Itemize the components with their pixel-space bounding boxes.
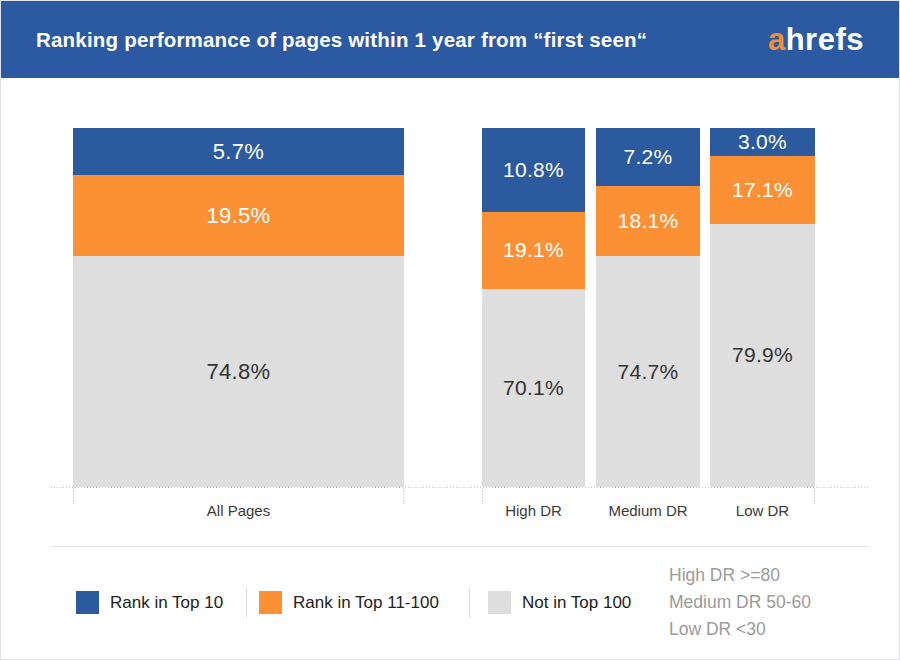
bar-all-pages: 5.7% 19.5% 74.8% (73, 128, 404, 487)
axis-tick (73, 488, 74, 505)
segment-rank-top11-100: 19.5% (73, 175, 404, 256)
category-label-low-dr: Low DR (736, 502, 789, 519)
note-line-high-dr: High DR >=80 (669, 562, 811, 589)
legend-item-rank-top10: Rank in Top 10 (76, 591, 223, 614)
segment-rank-top11-100: 18.1% (596, 186, 700, 256)
infographic-card: Ranking performance of pages within 1 ye… (0, 0, 900, 660)
bar-low-dr: 3.0% 17.1% 79.9% (710, 128, 815, 487)
segment-value-label: 17.1% (732, 178, 793, 202)
legend-swatch-gray (488, 591, 511, 614)
segment-value-label: 5.7% (213, 139, 264, 165)
segment-value-label: 79.9% (732, 343, 793, 367)
segment-value-label: 10.8% (503, 158, 564, 182)
note-line-medium-dr: Medium DR 50-60 (669, 589, 811, 616)
x-axis-line (51, 487, 869, 488)
header-bar: Ranking performance of pages within 1 ye… (1, 1, 899, 78)
segment-rank-top11-100: 19.1% (482, 212, 585, 289)
legend-separator (246, 587, 247, 618)
segment-value-label: 19.5% (207, 203, 271, 229)
bar-high-dr: 10.8% 19.1% 70.1% (482, 128, 585, 487)
logo-letter-a: a (768, 22, 786, 57)
segment-not-top100: 70.1% (482, 289, 585, 487)
segment-value-label: 3.0% (738, 130, 787, 154)
legend-item-not-top100: Not in Top 100 (488, 591, 631, 614)
legend-label: Not in Top 100 (522, 593, 631, 613)
note-line-low-dr: Low DR <30 (669, 616, 811, 643)
ahrefs-logo: ahrefs (768, 22, 864, 58)
segment-rank-top10: 10.8% (482, 128, 585, 212)
segment-rank-top10: 7.2% (596, 128, 700, 186)
legend-swatch-orange (259, 591, 282, 614)
segment-rank-top11-100: 17.1% (710, 156, 815, 224)
legend-label: Rank in Top 11-100 (293, 593, 439, 613)
category-label-all-pages: All Pages (207, 502, 270, 519)
legend-separator (469, 587, 470, 618)
segment-rank-top10: 5.7% (73, 128, 404, 175)
segment-value-label: 74.8% (207, 359, 271, 385)
segment-value-label: 19.1% (503, 238, 564, 262)
legend-label: Rank in Top 10 (110, 593, 223, 613)
segment-value-label: 7.2% (623, 145, 672, 169)
segment-value-label: 70.1% (503, 376, 564, 400)
segment-not-top100: 74.8% (73, 256, 404, 487)
segment-not-top100: 74.7% (596, 256, 700, 487)
legend: Rank in Top 10 Rank in Top 11-100 Not in… (1, 546, 900, 660)
legend-swatch-blue (76, 591, 99, 614)
segment-not-top100: 79.9% (710, 224, 815, 487)
chart-title: Ranking performance of pages within 1 ye… (36, 28, 647, 52)
axis-tick (482, 488, 483, 505)
dr-notes: High DR >=80 Medium DR 50-60 Low DR <30 (669, 562, 811, 643)
logo-rest: hrefs (786, 22, 864, 57)
category-label-high-dr: High DR (505, 502, 562, 519)
segment-rank-top10: 3.0% (710, 128, 815, 156)
segment-value-label: 74.7% (617, 360, 678, 384)
axis-tick (814, 488, 815, 505)
bar-medium-dr: 7.2% 18.1% 74.7% (596, 128, 700, 487)
chart-area: 5.7% 19.5% 74.8% 10.8% 19.1% 70.1% 7.2% … (1, 78, 900, 546)
legend-item-rank-top11-100: Rank in Top 11-100 (259, 591, 439, 614)
category-label-medium-dr: Medium DR (608, 502, 687, 519)
segment-value-label: 18.1% (617, 209, 678, 233)
axis-tick (403, 488, 404, 505)
